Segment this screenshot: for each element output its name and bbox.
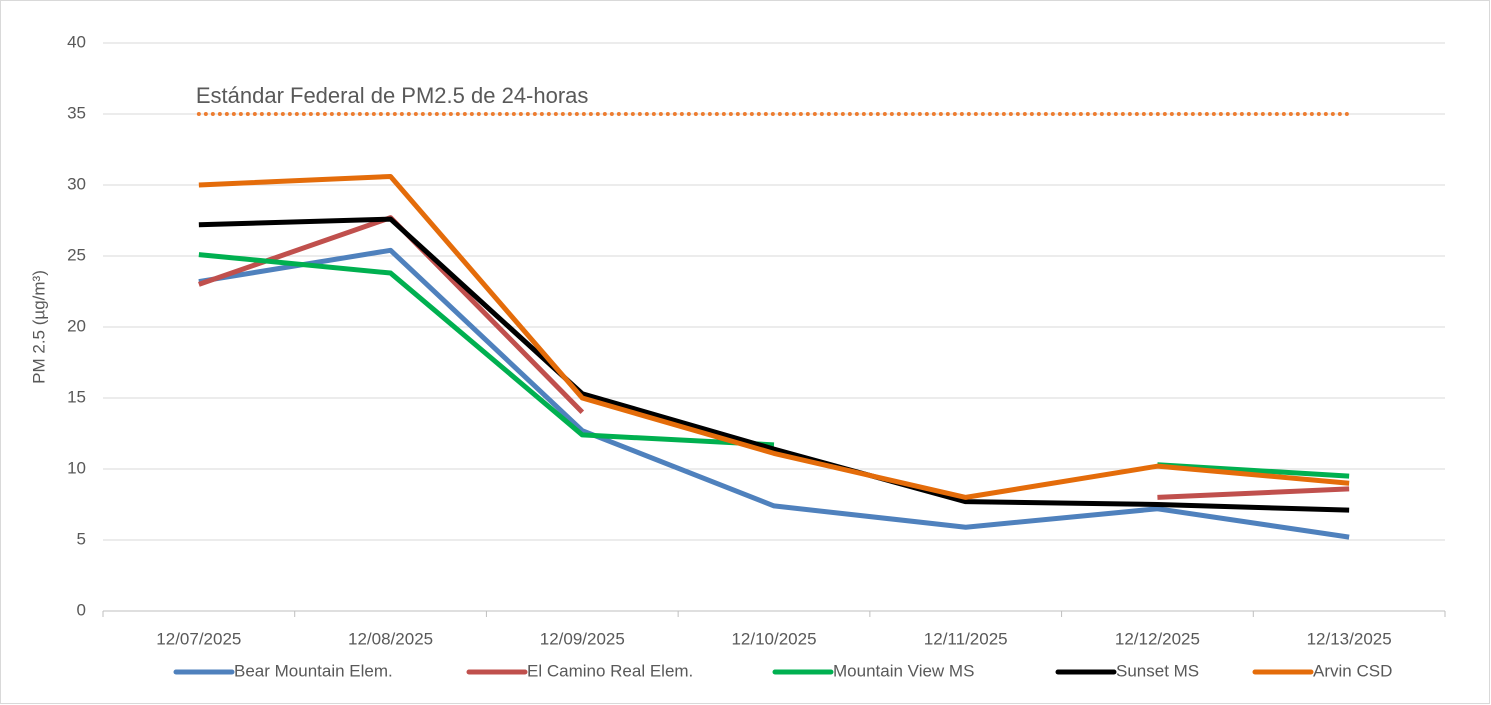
legend-label: El Camino Real Elem.	[527, 661, 693, 680]
legend-label: Sunset MS	[1116, 661, 1199, 680]
y-tick-label: 0	[77, 600, 86, 619]
y-tick-label: 20	[67, 316, 86, 335]
x-tick-label: 12/13/2025	[1307, 629, 1392, 648]
x-tick-label: 12/12/2025	[1115, 629, 1200, 648]
y-tick-label: 30	[67, 174, 86, 193]
x-tick-label: 12/11/2025	[924, 629, 1008, 648]
series-line	[198, 247, 1350, 540]
x-tick-label: 12/09/2025	[540, 629, 625, 648]
series-line	[198, 216, 1350, 513]
legend-label: Bear Mountain Elem.	[234, 661, 393, 680]
y-tick-label: 40	[67, 32, 86, 51]
x-tick-label: 12/08/2025	[348, 629, 433, 648]
y-tick-label: 15	[67, 387, 86, 406]
x-tick-label: 12/10/2025	[731, 629, 816, 648]
y-tick-label: 10	[67, 458, 86, 477]
y-tick-label: 35	[67, 103, 86, 122]
standard-label: Estándar Federal de PM2.5 de 24-horas	[196, 83, 589, 108]
y-tick-label: 5	[77, 529, 86, 548]
y-axis-label: PM 2.5 (µg/m³)	[29, 270, 48, 384]
x-tick-label: 12/07/2025	[156, 629, 241, 648]
legend-label: Mountain View MS	[833, 661, 974, 680]
series-line	[198, 173, 1350, 500]
legend-label: Arvin CSD	[1313, 661, 1392, 680]
y-tick-label: 25	[67, 245, 86, 264]
